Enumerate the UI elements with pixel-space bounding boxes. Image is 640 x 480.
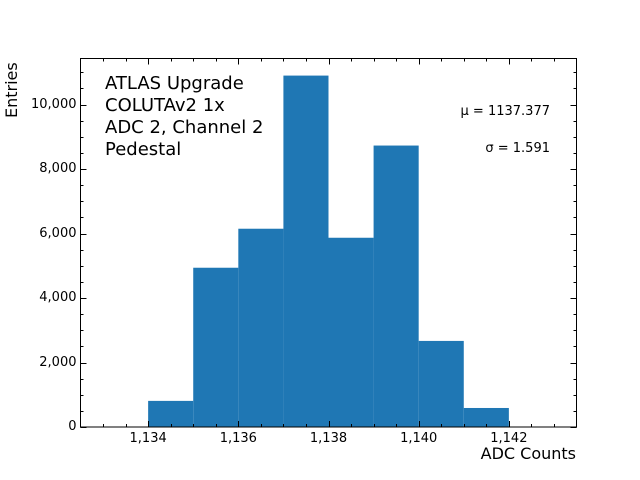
- plot-frame: [80, 58, 577, 428]
- histogram-bar: [373, 145, 419, 427]
- annotation-line-chip: COLUTAv2 1x: [105, 95, 225, 116]
- histogram-bar: [148, 400, 194, 427]
- histogram-bar: [238, 228, 284, 427]
- x-tick-label: 1,134: [129, 431, 167, 446]
- x-tick-label: 1,142: [490, 431, 528, 446]
- histogram-bars: [148, 75, 509, 428]
- annotation-line-experiment: ATLAS Upgrade: [105, 73, 244, 94]
- y-axis-label: Entries: [2, 62, 21, 118]
- histogram-bar: [463, 407, 509, 427]
- y-tick-label: 6,000: [39, 225, 77, 241]
- y-tick-label: 2,000: [39, 354, 77, 370]
- histogram-bar: [328, 237, 374, 427]
- x-tick-label: 1,140: [400, 431, 438, 446]
- x-tick-label: 1,136: [219, 431, 257, 446]
- histogram-bar: [193, 267, 239, 427]
- annotation-line-type: Pedestal: [105, 139, 182, 160]
- mean-stat: μ = 1137.377: [460, 104, 550, 119]
- sigma-stat: σ = 1.591: [485, 141, 550, 156]
- annotation-block: ATLAS Upgrade COLUTAv2 1x ADC 2, Channel…: [105, 73, 263, 161]
- x-axis-label: ADC Counts: [480, 444, 576, 463]
- y-tick-label: 0: [68, 419, 77, 434]
- annotation-line-channel: ADC 2, Channel 2: [105, 117, 264, 138]
- y-tick-label: 4,000: [39, 290, 77, 306]
- histogram-bar: [283, 75, 329, 428]
- x-tick-label: 1,138: [309, 431, 348, 446]
- histogram-bar: [418, 340, 464, 427]
- y-tick-label: 8,000: [39, 161, 77, 177]
- y-tick-label: 10,000: [31, 96, 77, 112]
